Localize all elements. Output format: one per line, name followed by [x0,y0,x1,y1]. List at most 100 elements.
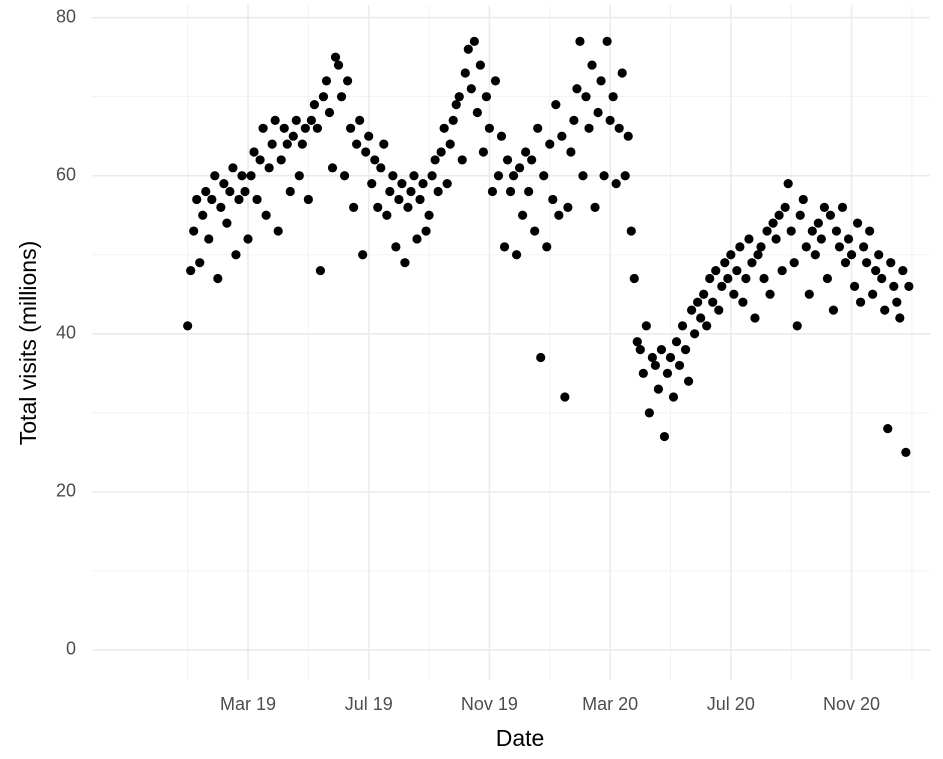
point [342,76,353,86]
point [243,234,253,244]
point [865,226,875,236]
point [418,179,428,189]
point [421,226,431,236]
point [195,258,205,268]
point [219,179,229,189]
point [795,210,805,220]
point [457,155,467,165]
point [786,226,796,236]
point [641,321,651,331]
point [442,179,452,189]
point [892,297,902,307]
point [255,155,265,165]
point [502,155,513,165]
point [346,123,356,133]
point [774,210,784,220]
point [288,131,298,141]
point [400,258,410,268]
point [877,273,887,284]
point [433,186,443,197]
point [336,92,347,102]
point [569,115,579,125]
point [385,186,395,197]
point [330,52,341,62]
point [650,360,660,371]
point [339,171,350,181]
point [868,289,878,299]
point [825,210,836,220]
point [566,147,576,157]
point [792,321,802,331]
point [388,171,398,181]
point [750,313,760,323]
point [674,360,685,371]
point [852,218,863,228]
point [210,171,220,181]
point [403,202,413,212]
x-axis-title: Date [496,725,545,751]
point [207,194,217,205]
point [554,210,564,220]
point [246,171,256,181]
point [394,194,404,205]
point [702,321,712,331]
point [352,139,362,149]
point [466,84,476,94]
point [871,265,881,276]
y-tick-label: 60 [56,164,76,184]
point [849,281,860,291]
point [837,202,848,212]
point [533,123,543,133]
point [376,163,386,173]
point [496,131,507,141]
point [723,273,733,284]
point [201,186,211,197]
point [822,273,833,284]
point [391,242,401,252]
point [587,60,597,70]
point [771,234,781,244]
point [780,202,790,212]
point [475,60,485,70]
point [530,226,540,236]
point [186,265,196,276]
point [596,76,606,86]
point [192,194,202,205]
point [717,281,727,291]
point [777,265,787,276]
point [237,171,247,181]
point [714,305,724,315]
point [469,36,479,46]
point [183,321,193,331]
point [445,139,455,149]
point [720,258,730,268]
x-tick-label: Mar 20 [582,694,638,714]
point [729,289,739,299]
point [318,92,329,102]
point [355,115,365,125]
point [240,186,250,197]
point [499,242,510,252]
point [454,92,464,102]
point [768,218,778,228]
point [602,36,612,46]
point [249,147,259,157]
point [264,163,274,173]
point [472,107,482,118]
point [843,234,854,244]
point [575,36,585,46]
point [653,384,664,394]
point [279,123,289,133]
point [620,171,630,181]
point [276,155,286,165]
point [439,123,449,133]
point [840,258,851,268]
point [493,171,504,181]
point [225,186,235,197]
point [810,250,820,260]
point [801,242,811,252]
point [605,115,615,125]
point [783,179,793,189]
point [213,273,223,284]
point [451,99,461,110]
